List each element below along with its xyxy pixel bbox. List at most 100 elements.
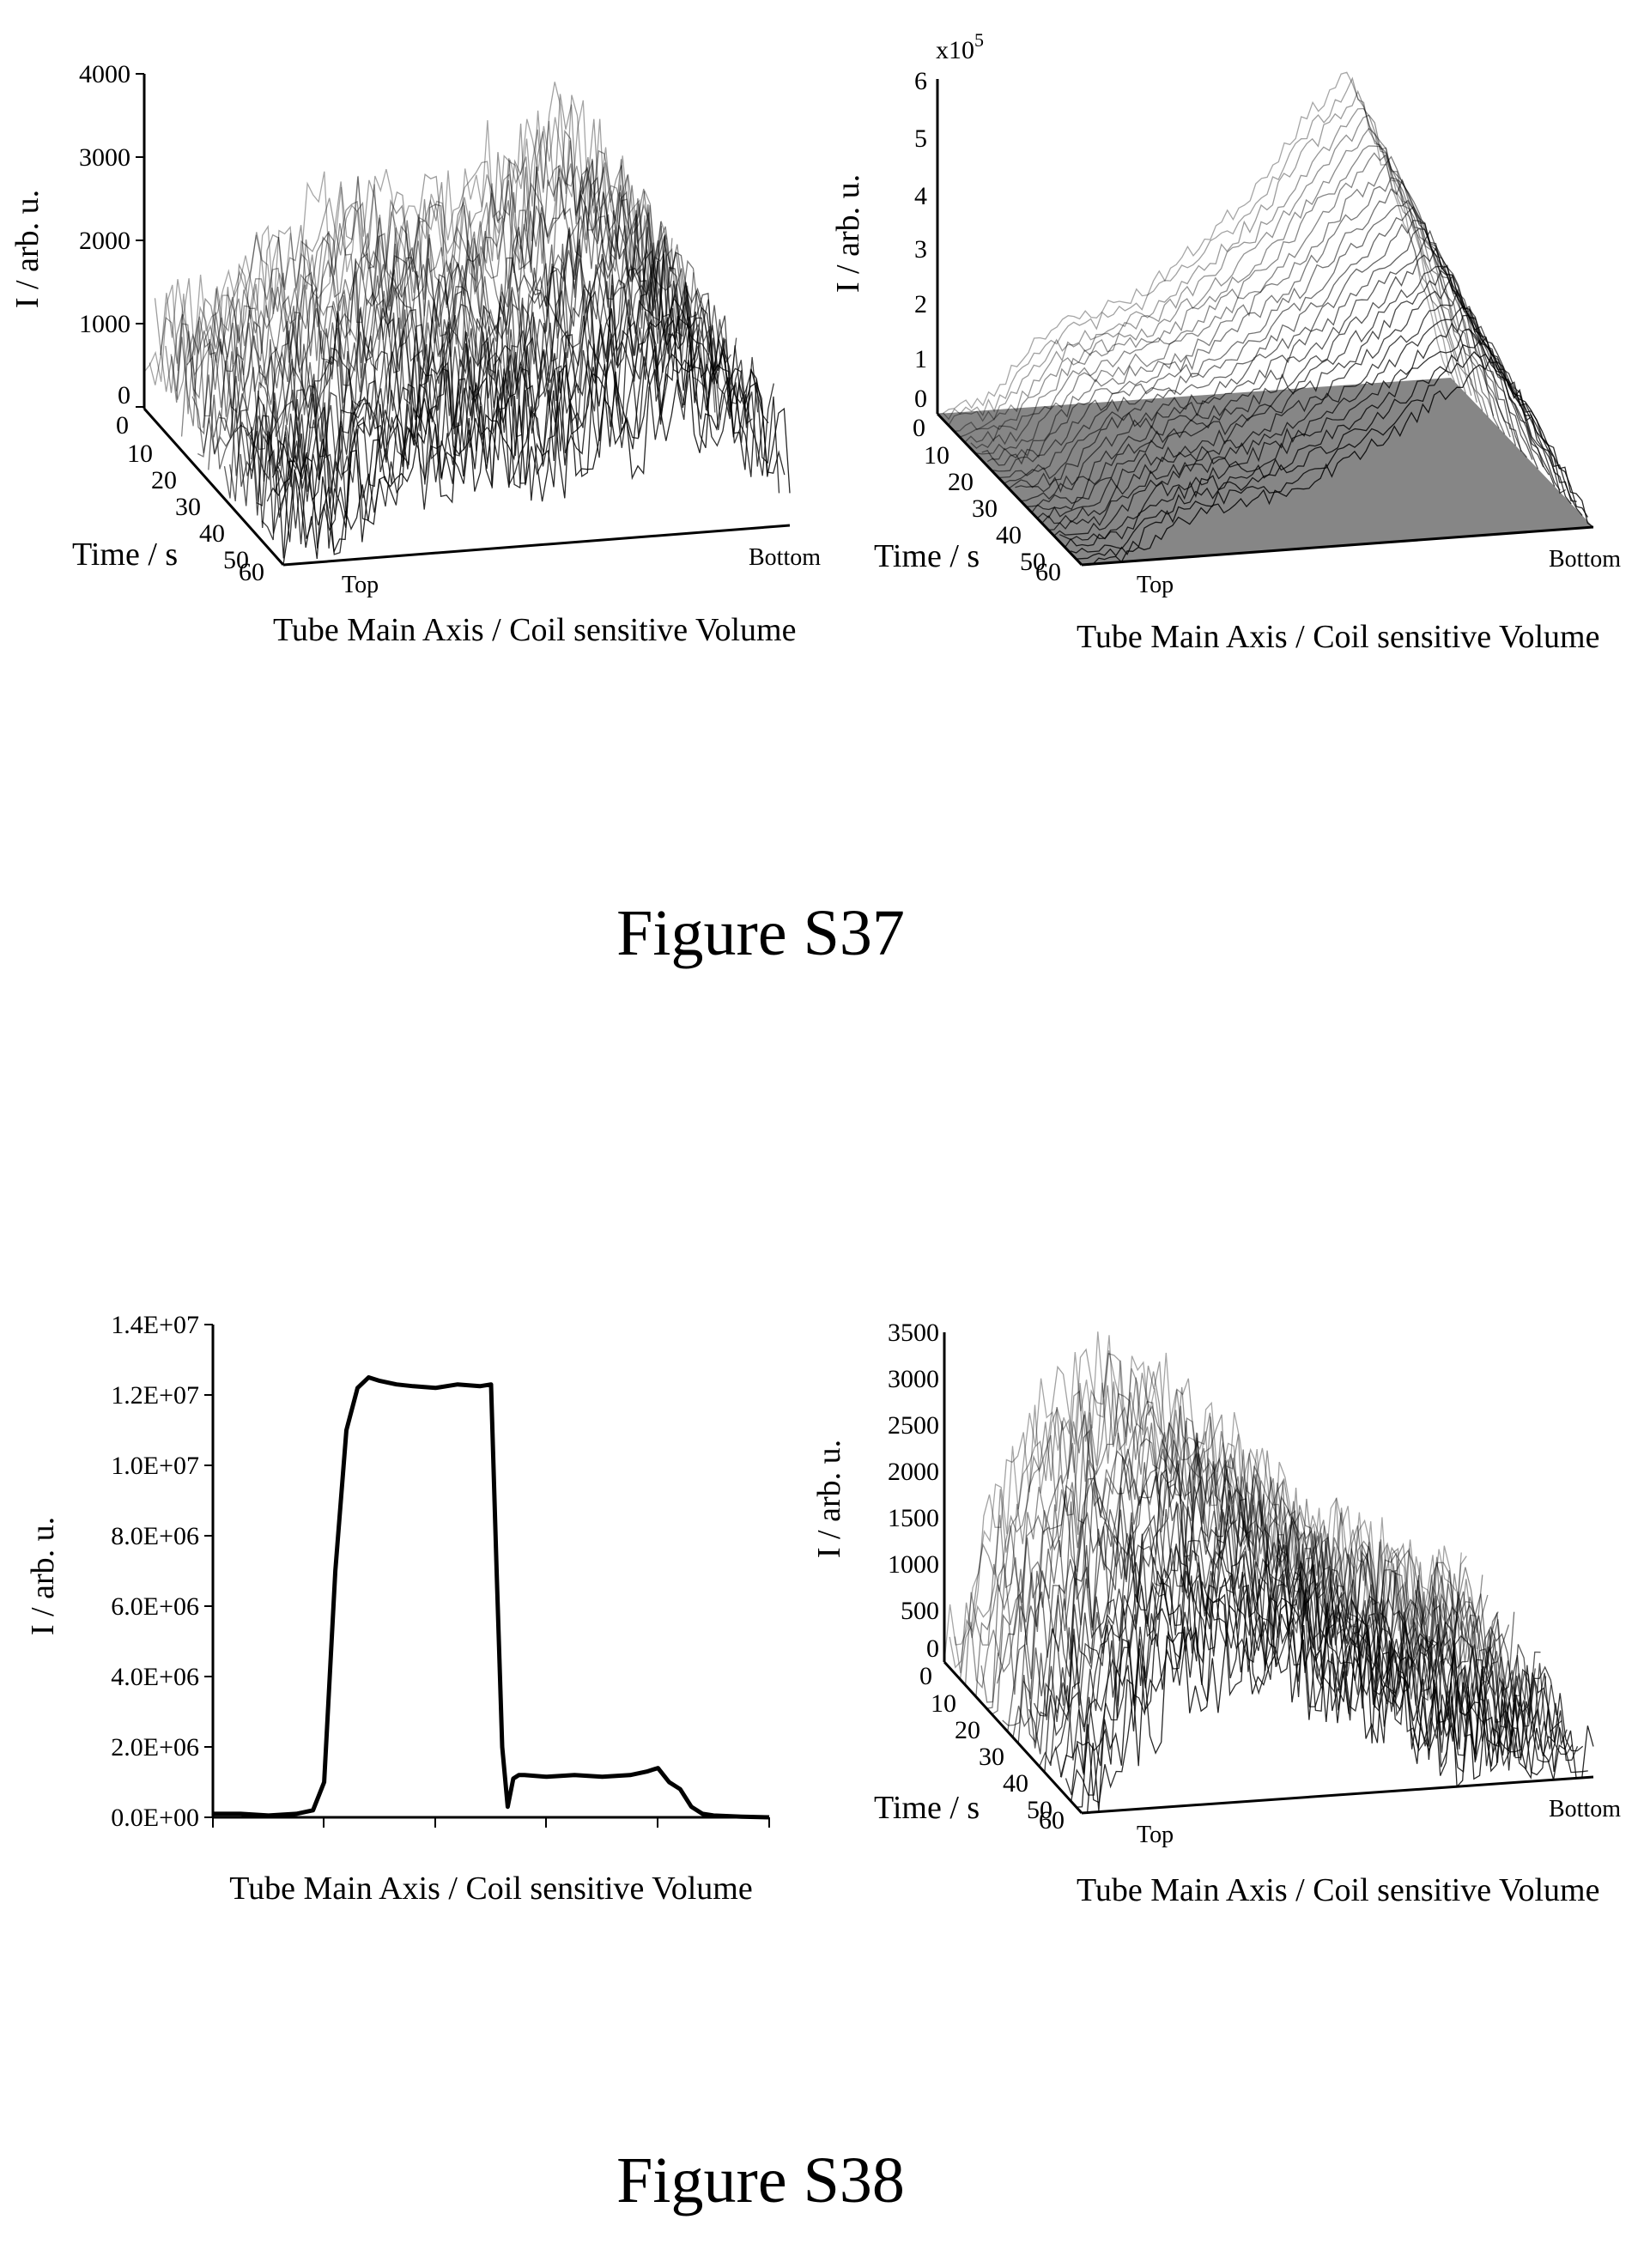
time-tick-label: 60 — [1039, 1806, 1065, 1834]
z-tick-label: 0 — [926, 1634, 939, 1663]
surface-trace — [1009, 220, 1522, 488]
surface-trace — [1059, 314, 1572, 541]
surface-trace — [986, 177, 1500, 466]
time-tick-label: 20 — [151, 466, 177, 494]
z-tick-label: 1000 — [79, 310, 130, 338]
y-tick-label: 8.0E+06 — [111, 1522, 199, 1550]
time-axis-line — [943, 1660, 1083, 1815]
z-tick-label: 0 — [914, 385, 927, 413]
x-axis-label: Tube Main Axis / Coil sensitive Volume — [1077, 1872, 1599, 1908]
y-axis-label: I / arb. u. — [811, 1440, 847, 1558]
surface-trace — [1002, 1462, 1515, 1726]
surface-mesh — [143, 82, 791, 566]
time-tick-label: 60 — [1035, 558, 1061, 586]
y-tick-label: 2.0E+06 — [111, 1733, 199, 1762]
z-tick-label: 3000 — [79, 143, 130, 172]
time-tick-label: 10 — [924, 441, 949, 470]
time-axis-label: Time / s — [72, 537, 178, 573]
time-tick-label: 50 — [1027, 1796, 1052, 1824]
y-tick-label: 1.0E+07 — [111, 1452, 199, 1480]
chart-s37-right: x105 6 5 4 3 2 1 0 I / arb. u. 0 10 20 3… — [830, 29, 1621, 655]
time-tick-label: 30 — [175, 493, 201, 521]
surface-trace — [154, 94, 663, 400]
z-tick-label: 5 — [914, 124, 927, 153]
surface-trace — [1034, 1519, 1547, 1729]
surface-trace — [964, 1377, 1478, 1686]
surface-trace — [1065, 328, 1577, 549]
z-tick-label: 1000 — [888, 1550, 939, 1579]
y-tick-label: 4.0E+06 — [111, 1663, 199, 1691]
z-multiplier-base: x10 — [936, 36, 974, 64]
surface-trace — [266, 316, 774, 544]
z-ticks — [136, 73, 144, 408]
surface-trace — [1015, 227, 1528, 494]
surface-trace — [937, 71, 1450, 415]
z-tick-label: 3 — [914, 235, 927, 264]
time-tick-label: 20 — [955, 1716, 980, 1744]
time-tick-label: 40 — [996, 521, 1022, 549]
time-axis-label: Time / s — [874, 1790, 980, 1826]
chart-s38-right: 3500 3000 2500 2000 1500 1000 500 0 I / … — [811, 1319, 1621, 1908]
z-tick-label: 0 — [118, 381, 130, 409]
time-tick-label: 50 — [223, 546, 249, 574]
surface-trace — [219, 240, 726, 476]
z-tick-label: 1500 — [888, 1504, 939, 1532]
y-axis-label: I / arb. u. — [25, 1517, 61, 1635]
figure-caption-s38: Figure S38 — [616, 2144, 905, 2216]
surface-trace — [992, 179, 1506, 472]
surface-trace — [943, 1331, 1457, 1662]
time-tick-label: 30 — [972, 494, 998, 523]
surface-trace — [1081, 1602, 1594, 1814]
surface-trace — [948, 89, 1461, 426]
chart-s37-left: 4000 3000 2000 1000 0 I / arb. u. 0 10 2… — [9, 60, 821, 648]
figure-caption-s37: Figure S37 — [616, 897, 905, 969]
y-tick-label: 1.4E+07 — [111, 1311, 199, 1339]
surface-trace — [1004, 205, 1517, 484]
time-tick-label: 20 — [948, 468, 974, 496]
z-tick-label: 1 — [914, 345, 927, 373]
surface-trace — [959, 114, 1472, 438]
time-tick-label: 40 — [199, 519, 225, 548]
z-tick-label: 4 — [914, 182, 927, 210]
surface-trace — [1065, 1577, 1579, 1796]
x-axis-label: Tube Main Axis / Coil sensitive Volume — [273, 612, 796, 648]
z-tick-label: 3000 — [888, 1365, 939, 1393]
x-axis-line — [1081, 525, 1594, 567]
x-end-label: Bottom — [1549, 546, 1621, 573]
z-tick-label: 6 — [914, 67, 927, 95]
z-multiplier: x105 — [936, 29, 984, 64]
time-tick-label: 10 — [931, 1689, 956, 1718]
y-tick-label: 1.2E+07 — [111, 1381, 199, 1410]
time-axis-label: Time / s — [874, 538, 980, 574]
y-axis-label: I / arb. u. — [830, 174, 866, 293]
surface-trace — [277, 345, 786, 559]
x-start-label: Top — [1137, 1822, 1174, 1848]
surface-trace — [1081, 355, 1594, 566]
time-tick-label: 40 — [1003, 1769, 1028, 1798]
time-tick-label: 0 — [919, 1662, 932, 1690]
z-tick-label: 2 — [914, 290, 927, 318]
time-tick-label: 10 — [127, 440, 153, 468]
surface-trace — [1053, 305, 1567, 537]
time-tick-label: 0 — [913, 414, 925, 442]
z-tick-label: 4000 — [79, 60, 130, 88]
time-axis-line — [143, 408, 285, 566]
y-tick-label: 0.0E+00 — [111, 1804, 199, 1832]
y-axis-label: I / arb. u. — [9, 190, 45, 308]
z-tick-label: 500 — [901, 1597, 939, 1625]
z-multiplier-exp: 5 — [974, 29, 984, 51]
z-tick-label: 2000 — [79, 227, 130, 255]
x-start-label: Top — [342, 572, 379, 598]
surface-trace — [1071, 1586, 1584, 1802]
chart-s38-left: 0.0E+00 2.0E+06 4.0E+06 6.0E+06 8.0E+06 … — [25, 1311, 770, 1907]
z-tick-label: 2000 — [888, 1458, 939, 1486]
line-series — [213, 1375, 770, 1820]
surface-trace — [175, 140, 684, 427]
surface-mesh — [937, 71, 1594, 566]
x-ticks — [212, 1817, 770, 1828]
series-line — [213, 1375, 770, 1820]
x-end-label: Bottom — [1549, 1796, 1621, 1822]
surface-trace — [1031, 265, 1544, 513]
time-tick-label: 30 — [979, 1743, 1004, 1771]
